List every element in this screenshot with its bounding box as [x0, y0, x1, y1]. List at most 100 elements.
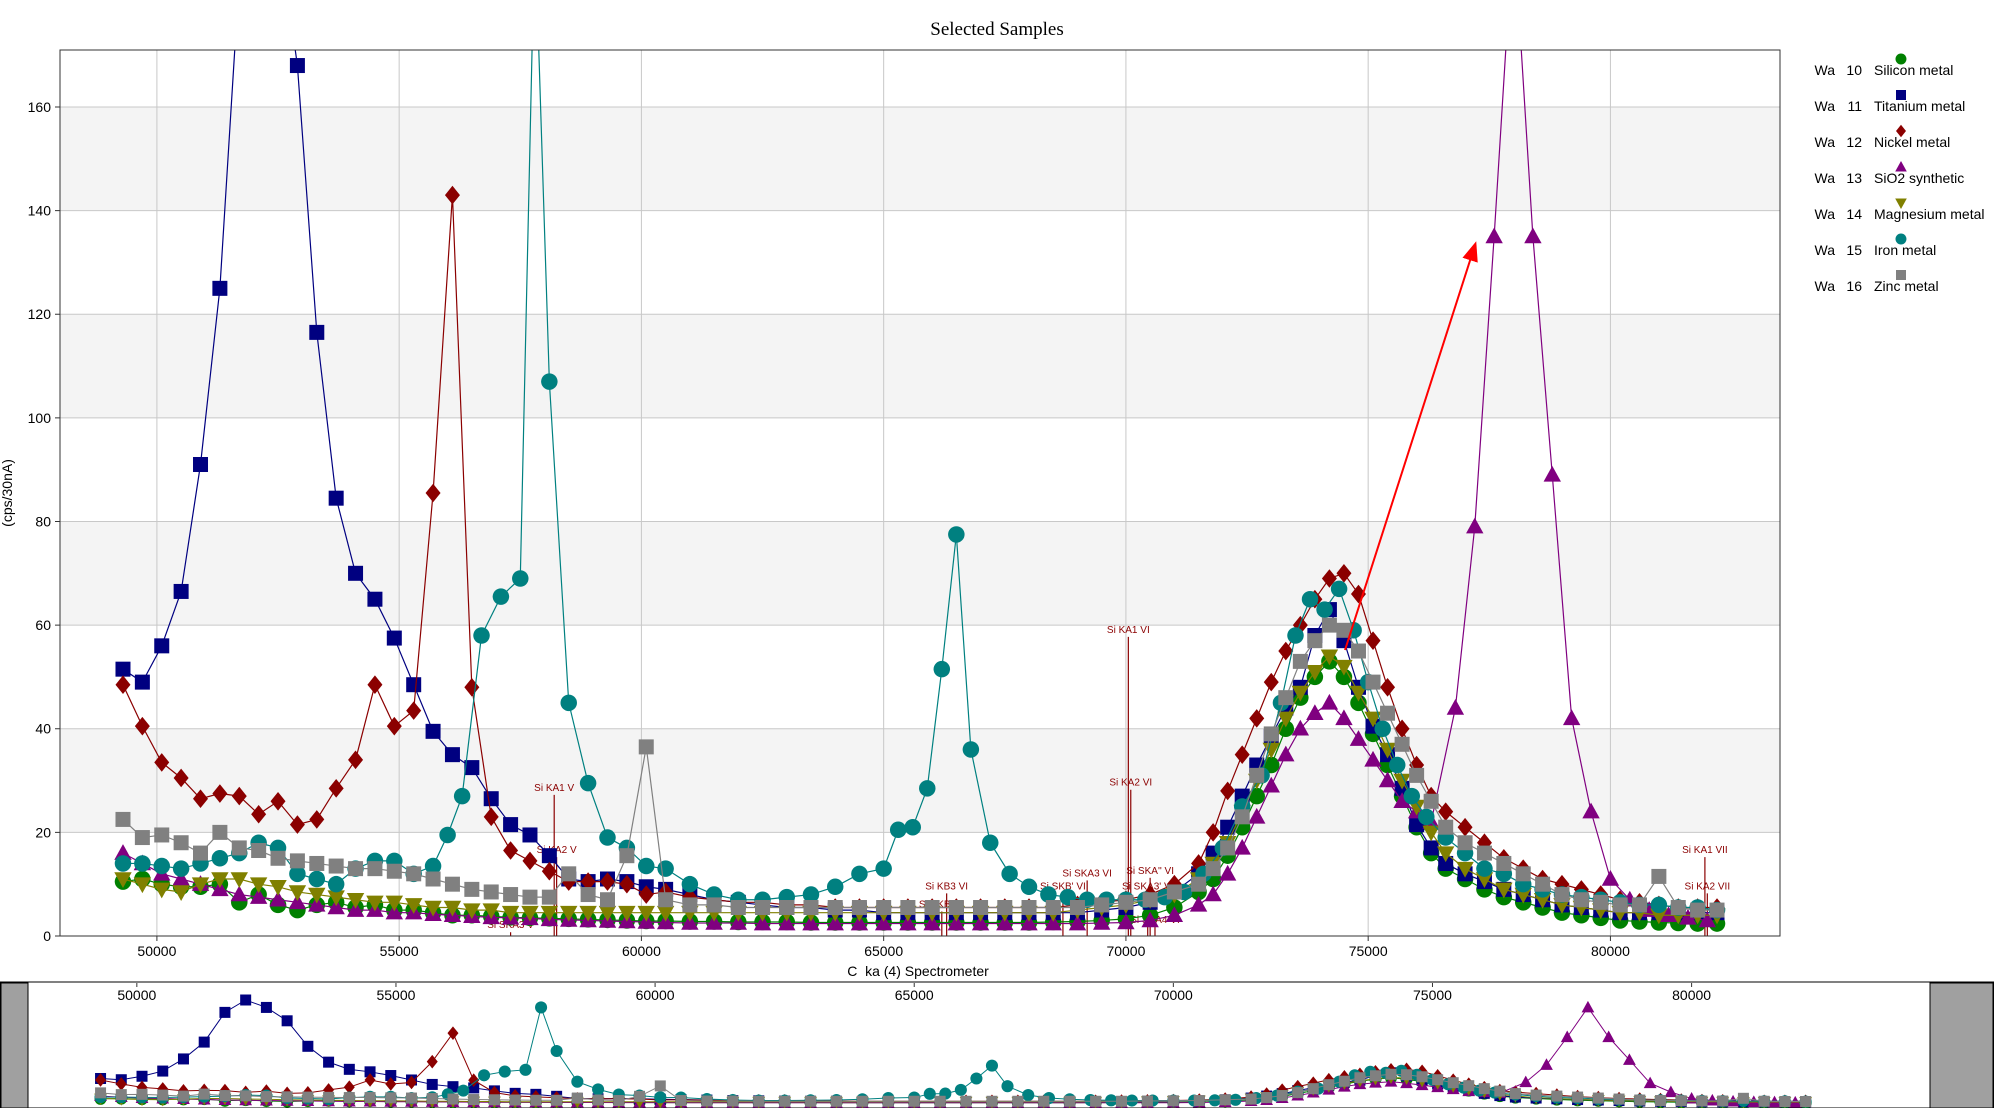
data-point [501, 905, 520, 922]
data-point [153, 882, 171, 899]
data-point [1330, 580, 1348, 598]
data-point [406, 866, 422, 882]
data-point [900, 900, 916, 916]
overview-point [177, 1090, 189, 1102]
data-point [1166, 884, 1182, 900]
data-point [1069, 900, 1085, 916]
data-point [730, 900, 746, 916]
data-point [1393, 792, 1411, 809]
data-point [134, 674, 150, 690]
data-point [1234, 809, 1250, 825]
overview-point [1560, 1030, 1574, 1043]
data-point [619, 848, 635, 864]
data-point [1378, 742, 1397, 759]
data-point [541, 848, 557, 864]
data-point [348, 565, 364, 581]
element-line-label: Si KA1 VII [1682, 845, 1728, 856]
data-point [599, 892, 615, 908]
overview-point [488, 1094, 500, 1106]
overview-navigator[interactable]: 50000 55000 60000 65000 70000 75000 80000 [0, 981, 1994, 1108]
overview-tick-label: 70000 [1154, 987, 1193, 1003]
legend-prefix: Wa [1815, 62, 1836, 78]
overview-point [960, 1095, 972, 1107]
data-point [115, 811, 131, 827]
data-point [1659, 906, 1678, 923]
data-point [424, 857, 442, 875]
data-point [779, 900, 795, 916]
data-point [1277, 711, 1295, 728]
overview-point [1276, 1090, 1288, 1102]
data-point [778, 914, 796, 931]
legend-name: Iron metal [1874, 242, 1936, 258]
data-point [172, 870, 190, 886]
data-point [386, 863, 402, 879]
data-point [1423, 840, 1439, 856]
overview-left-handle[interactable] [0, 982, 29, 1108]
overview-point [1385, 1068, 1397, 1080]
data-point [404, 898, 423, 914]
data-point [1554, 874, 1570, 894]
overview-point [1581, 1000, 1595, 1013]
overview-point [701, 1095, 713, 1107]
overview-point [535, 1001, 548, 1014]
overview-point [1655, 1095, 1667, 1107]
legend-prefix: Wa [1815, 98, 1836, 114]
data-point [1612, 897, 1628, 913]
overview-point [302, 1091, 314, 1103]
data-point [269, 890, 287, 907]
data-point [464, 881, 480, 897]
data-point [982, 834, 999, 851]
overview-point [1245, 1093, 1257, 1105]
overview-point [1717, 1095, 1729, 1107]
data-point [1278, 641, 1294, 661]
element-line-label: Si SKA3 V [487, 920, 534, 931]
y-tick-label: 0 [43, 928, 51, 944]
data-point [1165, 906, 1184, 923]
x-tick-label: 55000 [380, 943, 419, 959]
overview-point [1369, 1070, 1381, 1082]
x-axis-label: C ka (4) Spectrometer [847, 963, 989, 979]
legend-number: 12 [1846, 134, 1862, 150]
data-point [154, 753, 170, 772]
overview-point [592, 1094, 604, 1106]
data-point [251, 804, 267, 824]
overview-point [385, 1092, 397, 1104]
legend-item: Wa 15 Iron metal [1815, 233, 1936, 258]
data-point [1349, 730, 1368, 746]
data-point [249, 888, 268, 904]
data-point [1446, 699, 1465, 715]
data-point [522, 827, 538, 843]
data-point [1631, 897, 1647, 913]
y-axis-label: (cps/30nA) [0, 459, 15, 527]
data-point [560, 905, 578, 922]
data-point [755, 900, 771, 916]
data-point [1233, 838, 1251, 855]
y-tick-label: 120 [28, 306, 52, 322]
data-point [1553, 898, 1571, 914]
data-point [1142, 892, 1158, 908]
data-point [1380, 677, 1396, 697]
overview-point [1737, 1092, 1749, 1104]
data-point [308, 870, 326, 888]
data-point [1533, 892, 1552, 909]
data-point [521, 905, 539, 922]
overview-point [986, 1095, 998, 1107]
data-point [191, 877, 210, 894]
overview-right-handle[interactable] [1929, 982, 1994, 1108]
data-point [289, 865, 306, 883]
overview-point [1064, 1095, 1076, 1107]
overview-point [498, 1065, 511, 1078]
overview-point [1323, 1079, 1335, 1091]
overview-point [985, 1059, 999, 1072]
data-point [425, 723, 441, 739]
overview-point [1022, 1089, 1035, 1102]
annotation-arrow [1344, 241, 1478, 651]
legend-item: Wa 12 Nickel metal [1815, 124, 1950, 150]
overview-point [1012, 1095, 1024, 1107]
data-point [540, 905, 559, 922]
overview-point [468, 1073, 480, 1088]
overview-point [1038, 1095, 1050, 1107]
data-point [173, 583, 189, 599]
overview-point [364, 1092, 376, 1104]
